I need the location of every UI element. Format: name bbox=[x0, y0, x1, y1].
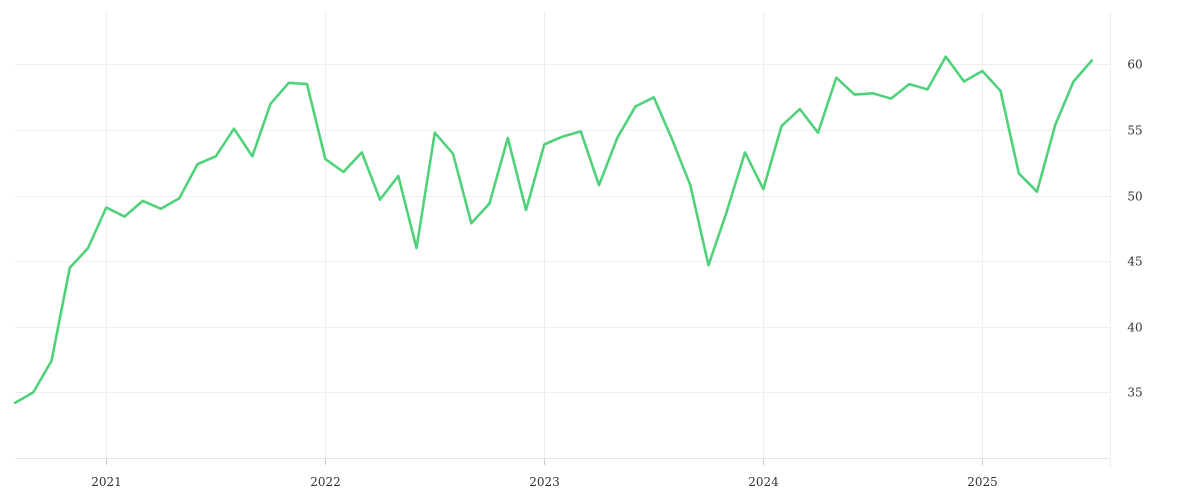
data-point bbox=[86, 246, 90, 250]
data-point bbox=[561, 135, 565, 139]
data-point bbox=[451, 152, 455, 156]
data-point bbox=[141, 199, 145, 203]
data-point bbox=[104, 206, 108, 210]
y-tick-label: 50 bbox=[1127, 190, 1142, 204]
data-point bbox=[287, 81, 291, 85]
data-point bbox=[159, 207, 163, 211]
y-tick-label: 35 bbox=[1127, 386, 1142, 400]
data-point bbox=[962, 80, 966, 84]
y-tick-label: 45 bbox=[1127, 255, 1142, 269]
data-point bbox=[926, 87, 930, 91]
data-point bbox=[50, 359, 54, 363]
data-points bbox=[13, 55, 1094, 405]
data-point bbox=[305, 82, 309, 86]
data-point bbox=[615, 136, 619, 140]
y-tick-label: 40 bbox=[1127, 321, 1142, 335]
data-point bbox=[1090, 59, 1094, 63]
data-point bbox=[68, 266, 72, 270]
x-tick-label: 2024 bbox=[748, 475, 779, 489]
data-point bbox=[725, 209, 729, 213]
data-point bbox=[542, 143, 546, 147]
data-point bbox=[396, 174, 400, 178]
x-axis-ticks: 2021 2022 2023 2024 2025 bbox=[91, 459, 998, 489]
data-point bbox=[871, 91, 875, 95]
y-axis-ticks: 35 40 45 50 55 60 bbox=[1127, 58, 1142, 400]
data-point bbox=[1035, 190, 1039, 194]
data-point bbox=[123, 215, 127, 219]
y-tick-label: 60 bbox=[1127, 58, 1142, 72]
data-point bbox=[579, 129, 583, 133]
data-point bbox=[652, 95, 656, 99]
x-tick-label: 2025 bbox=[967, 475, 998, 489]
data-point bbox=[761, 187, 765, 191]
data-point bbox=[250, 154, 254, 158]
x-tick-label: 2021 bbox=[91, 475, 122, 489]
data-point bbox=[342, 170, 346, 174]
series-line bbox=[13, 55, 1094, 405]
data-point bbox=[269, 102, 273, 106]
y-tick-label: 55 bbox=[1127, 124, 1142, 138]
data-point bbox=[999, 89, 1003, 93]
data-point bbox=[232, 127, 236, 131]
data-point bbox=[360, 150, 364, 154]
data-point bbox=[980, 69, 984, 73]
data-point bbox=[743, 150, 747, 154]
data-point bbox=[1053, 123, 1057, 127]
data-point bbox=[944, 55, 948, 59]
x-tick-label: 2022 bbox=[310, 475, 341, 489]
data-point bbox=[415, 246, 419, 250]
data-point bbox=[488, 202, 492, 206]
data-point bbox=[31, 390, 35, 394]
grid-lines bbox=[15, 12, 1111, 468]
data-point bbox=[524, 208, 528, 212]
data-point bbox=[688, 183, 692, 187]
data-point bbox=[506, 136, 510, 140]
data-point bbox=[214, 154, 218, 158]
data-point bbox=[378, 198, 382, 202]
data-point bbox=[670, 137, 674, 141]
data-point bbox=[634, 104, 638, 108]
data-point bbox=[323, 157, 327, 161]
data-point bbox=[853, 93, 857, 97]
data-point bbox=[834, 76, 838, 80]
x-tick-label: 2023 bbox=[529, 475, 560, 489]
data-point bbox=[780, 124, 784, 128]
data-point bbox=[907, 82, 911, 86]
data-point bbox=[889, 97, 893, 101]
data-point bbox=[469, 221, 473, 225]
data-point bbox=[798, 107, 802, 111]
data-point bbox=[707, 263, 711, 267]
data-point bbox=[196, 162, 200, 166]
data-point bbox=[177, 196, 181, 200]
data-point bbox=[597, 183, 601, 187]
data-point bbox=[1017, 171, 1021, 175]
data-point bbox=[13, 401, 17, 405]
data-point bbox=[816, 131, 820, 135]
data-point bbox=[1072, 80, 1076, 84]
data-point bbox=[433, 131, 437, 135]
